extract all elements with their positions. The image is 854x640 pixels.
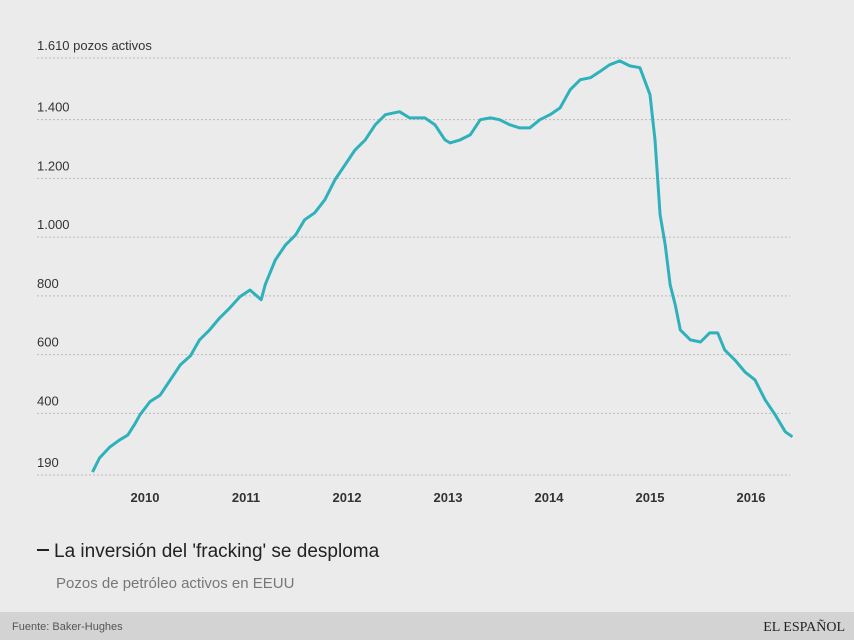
y-tick-label: 1.610 pozos activos — [37, 38, 152, 53]
source: Fuente: Baker-Hughes — [12, 621, 123, 633]
brand: EL ESPAÑOL — [763, 619, 845, 635]
y-tick-label: 1.400 — [37, 100, 70, 115]
x-tick-label: 2011 — [232, 490, 260, 505]
chart-subtitle: Pozos de petróleo activos en EEUU — [56, 575, 294, 592]
y-tick-label: 1.200 — [37, 158, 70, 173]
x-tick-label: 2016 — [737, 490, 766, 505]
y-tick-label: 400 — [37, 393, 59, 408]
x-tick-label: 2015 — [636, 490, 665, 505]
x-tick-label: 2013 — [434, 490, 463, 505]
x-tick-label: 2014 — [535, 490, 565, 505]
y-tick-label: 600 — [37, 335, 59, 350]
x-tick-label: 2012 — [333, 490, 362, 505]
x-tick-label: 2010 — [131, 490, 160, 505]
footer — [0, 612, 854, 640]
y-tick-label: 1.000 — [37, 217, 70, 232]
y-tick-label: 800 — [37, 276, 59, 291]
y-tick-label: 190 — [37, 455, 59, 470]
data-line — [91, 59, 794, 473]
chart-title: La inversión del 'fracking' se desploma — [54, 541, 380, 562]
